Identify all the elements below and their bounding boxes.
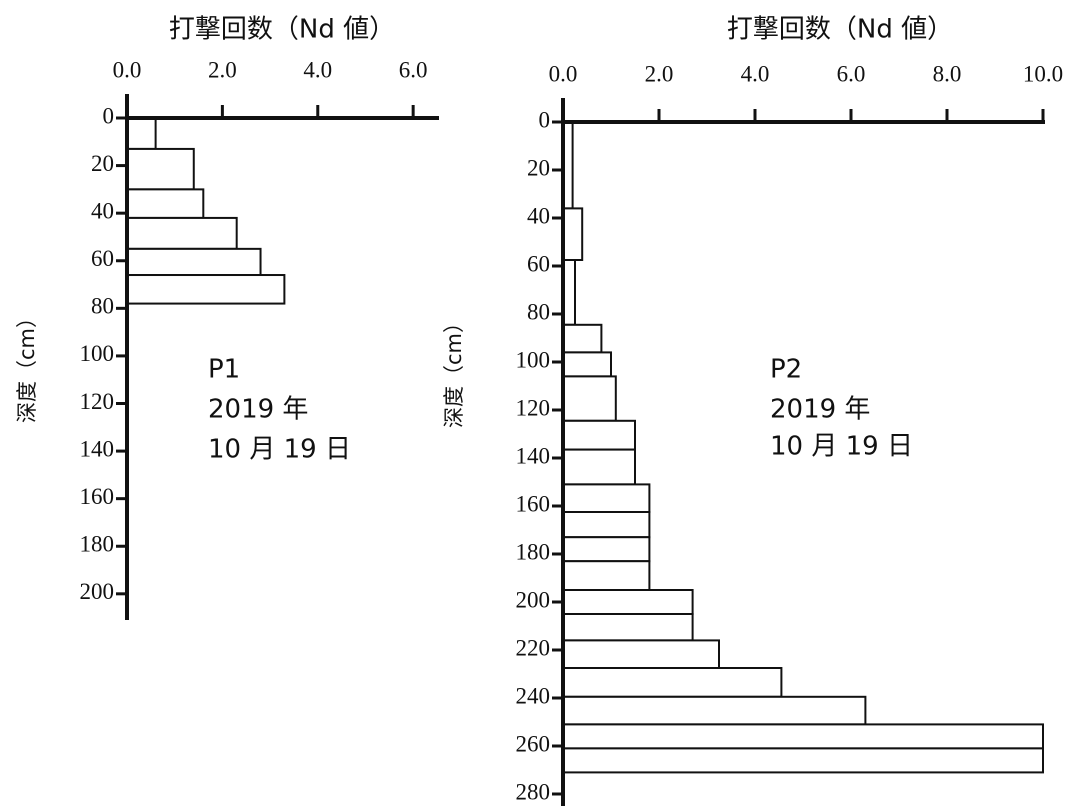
bar: [562, 448, 636, 486]
bar: [126, 274, 286, 305]
y-tick-label: 200: [516, 587, 551, 612]
x-tick-label: 6.0: [837, 61, 866, 86]
bar: [562, 695, 867, 726]
y-tick-label: 240: [516, 683, 551, 708]
bar: [562, 613, 694, 642]
y-tick-label: 80: [91, 294, 114, 319]
x-tick-label: 8.0: [933, 61, 962, 86]
bar: [562, 419, 636, 451]
chart-title: 打撃回数（Nd 値）: [727, 15, 953, 45]
y-tick-label: 220: [516, 635, 551, 660]
annotation: P2: [770, 355, 802, 385]
y-axis-label: 深度（cm）: [442, 312, 466, 428]
y-tick-label: 100: [516, 347, 551, 372]
x-tick-label: 2.0: [208, 57, 237, 82]
bar: [562, 375, 617, 422]
y-tick-label: 60: [91, 246, 114, 271]
y-tick-label: 0: [539, 107, 551, 132]
y-axis-label: 深度（cm）: [15, 307, 39, 423]
y-tick-label: 100: [80, 341, 115, 366]
y-tick-label: 180: [516, 539, 551, 564]
bar: [562, 639, 720, 670]
annotation: 2019 年: [770, 395, 870, 425]
y-tick-label: 260: [516, 731, 551, 756]
y-tick-label: 40: [527, 203, 550, 228]
y-tick-label: 20: [527, 155, 550, 180]
chart-title: 打撃回数（Nd 値）: [169, 15, 395, 45]
bar: [562, 589, 694, 615]
bar: [562, 667, 783, 698]
bar: [562, 747, 1044, 774]
bar: [562, 723, 1044, 750]
bar: [126, 188, 205, 219]
annotation: 10 月 19 日: [770, 432, 913, 462]
y-tick-label: 160: [80, 484, 115, 509]
bar: [126, 117, 157, 150]
annotation: 2019 年: [208, 395, 308, 425]
bar: [562, 536, 651, 563]
bar: [126, 147, 195, 191]
y-tick-label: 0: [103, 103, 115, 128]
y-tick-label: 200: [80, 579, 115, 604]
bar: [126, 216, 238, 250]
bar: [126, 247, 262, 277]
x-tick-label: 10.0: [1023, 61, 1063, 86]
x-tick-label: 4.0: [741, 61, 770, 86]
bar: [562, 207, 584, 261]
x-tick-label: 0.0: [113, 57, 142, 82]
y-tick-label: 140: [80, 436, 115, 461]
annotation: P1: [208, 355, 240, 385]
x-tick-label: 4.0: [303, 57, 332, 82]
bar: [562, 560, 651, 592]
y-tick-label: 20: [91, 151, 114, 176]
bar: [562, 511, 651, 539]
y-tick-label: 80: [527, 299, 550, 324]
y-tick-label: 180: [80, 532, 115, 557]
y-tick-label: 280: [516, 779, 551, 804]
y-tick-label: 60: [527, 251, 550, 276]
x-tick-label: 0.0: [549, 61, 578, 86]
y-tick-label: 120: [516, 395, 551, 420]
bar: [562, 323, 603, 354]
x-tick-label: 6.0: [399, 57, 428, 82]
y-tick-label: 160: [516, 491, 551, 516]
y-tick-label: 140: [516, 443, 551, 468]
bar: [562, 351, 612, 378]
y-tick-label: 120: [80, 389, 115, 414]
x-tick-label: 2.0: [645, 61, 674, 86]
annotation: 10 月 19 日: [208, 435, 351, 465]
y-tick-label: 40: [91, 198, 114, 223]
bar: [562, 483, 651, 513]
